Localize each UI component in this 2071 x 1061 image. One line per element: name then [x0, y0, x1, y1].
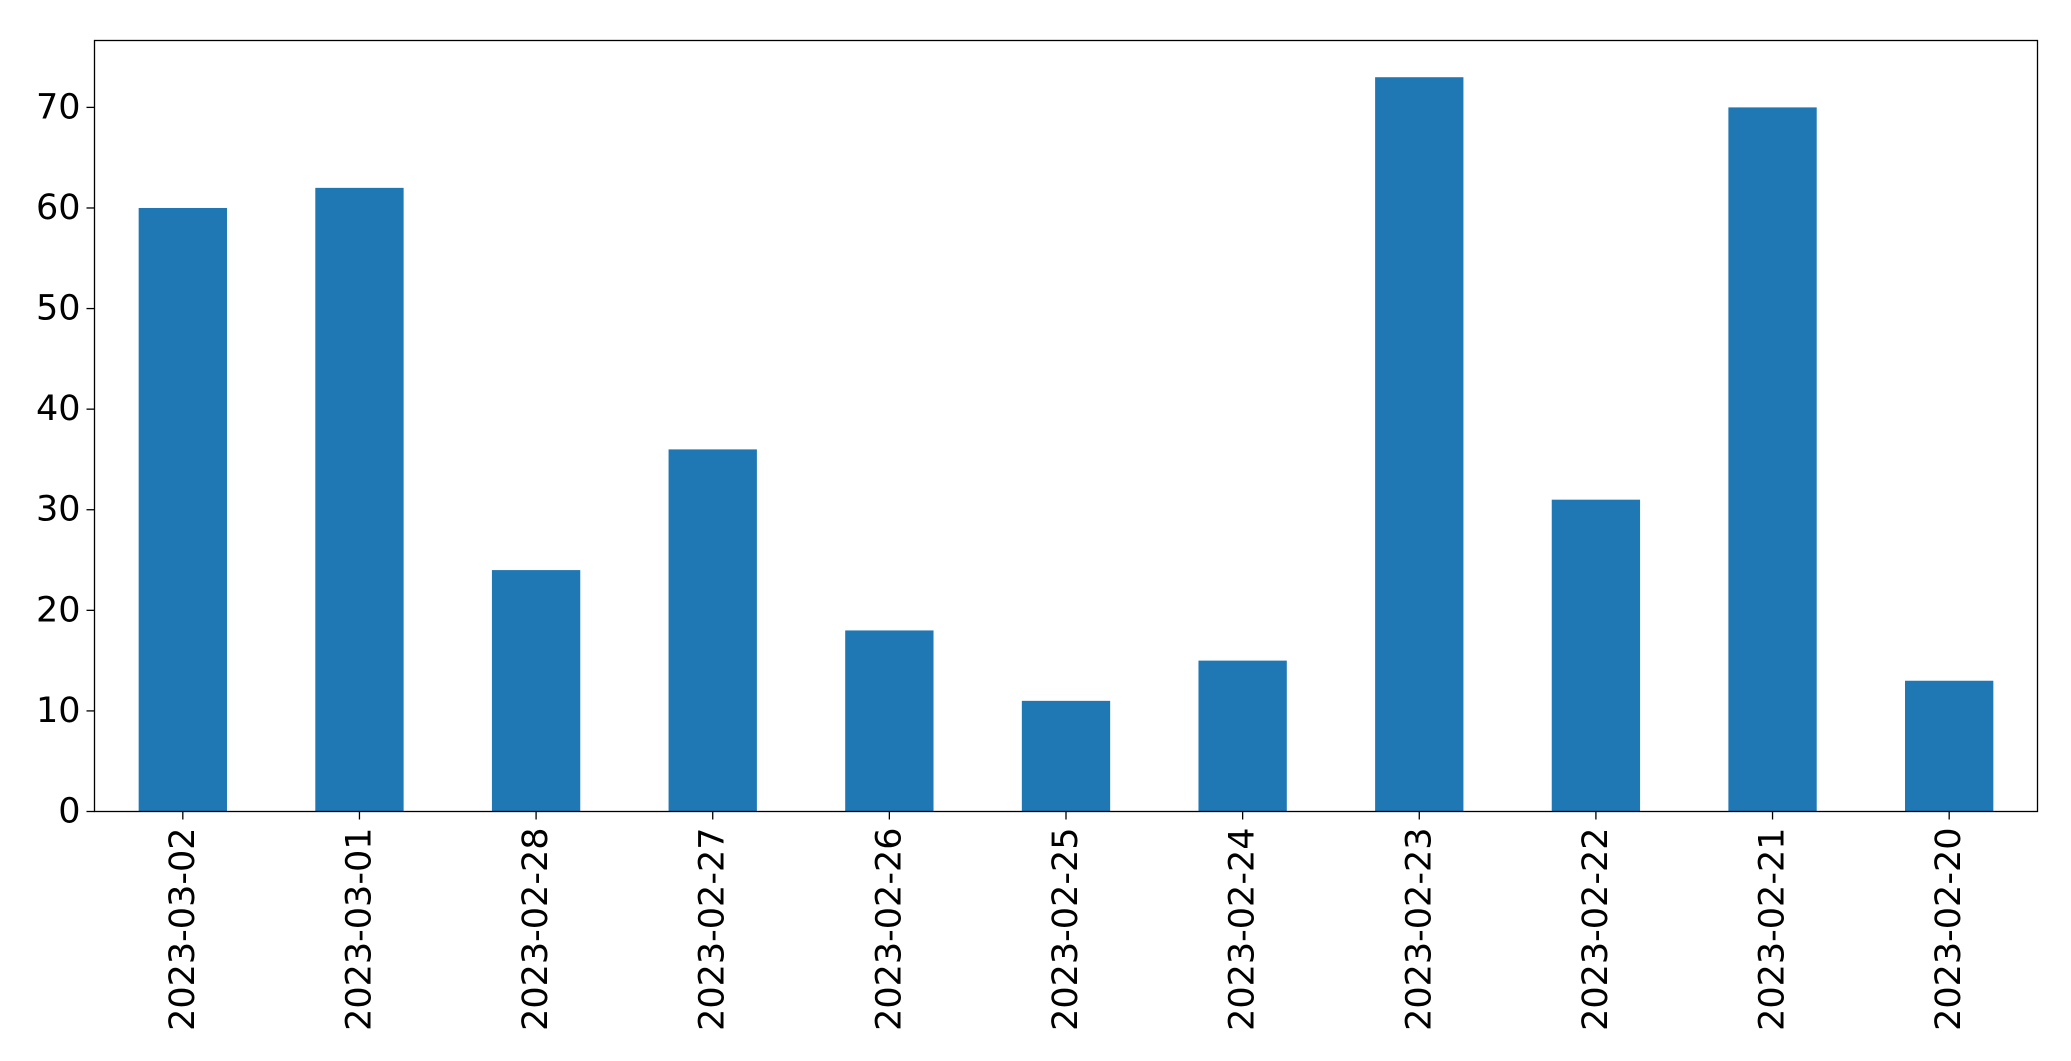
y-tick-label: 10: [36, 691, 81, 731]
x-tick-label: 2023-02-25: [1046, 828, 1086, 1031]
bar-2023-02-21: [1728, 107, 1817, 812]
y-tick-label: 40: [36, 389, 81, 429]
x-tick-label: 2023-02-22: [1576, 828, 1616, 1031]
y-axis: 0 10 20 30 40 50 60 70: [36, 87, 95, 832]
x-tick-label: 2023-02-26: [869, 828, 909, 1031]
bar-2023-02-20: [1905, 680, 1994, 812]
x-tick-label: 2023-02-28: [516, 828, 556, 1031]
bar-2023-02-23: [1375, 77, 1464, 812]
x-tick-label: 2023-03-01: [339, 828, 379, 1031]
bar-2023-02-25: [1021, 700, 1111, 812]
x-tick-label: 2023-03-02: [163, 828, 203, 1031]
bar-2023-02-22: [1551, 499, 1641, 812]
x-tick-label: 2023-02-23: [1399, 828, 1439, 1031]
y-tick-label: 20: [36, 590, 81, 630]
x-tick-label: 2023-02-27: [693, 828, 733, 1031]
bar-2023-03-02: [138, 207, 227, 812]
bars-layer: [138, 77, 1994, 812]
bar-2023-02-24: [1198, 660, 1287, 812]
y-tick-label: 30: [36, 490, 81, 530]
y-tick-label: 50: [36, 289, 81, 329]
y-tick-label: 0: [58, 792, 80, 832]
x-tick-label: 2023-02-21: [1753, 828, 1793, 1031]
x-tick-label: 2023-02-24: [1223, 828, 1263, 1031]
bar-2023-02-27: [668, 449, 757, 812]
y-tick-label: 60: [36, 188, 81, 228]
x-tick-label: 2023-02-20: [1929, 827, 1969, 1030]
x-axis: 2023-03-02 2023-03-01 2023-02-28 2023-02-27…: [163, 811, 1969, 1031]
bar-2023-02-28: [491, 570, 581, 812]
bar-2023-03-01: [315, 187, 404, 812]
bar-2023-02-26: [845, 630, 934, 812]
y-tick-label: 70: [36, 87, 81, 127]
